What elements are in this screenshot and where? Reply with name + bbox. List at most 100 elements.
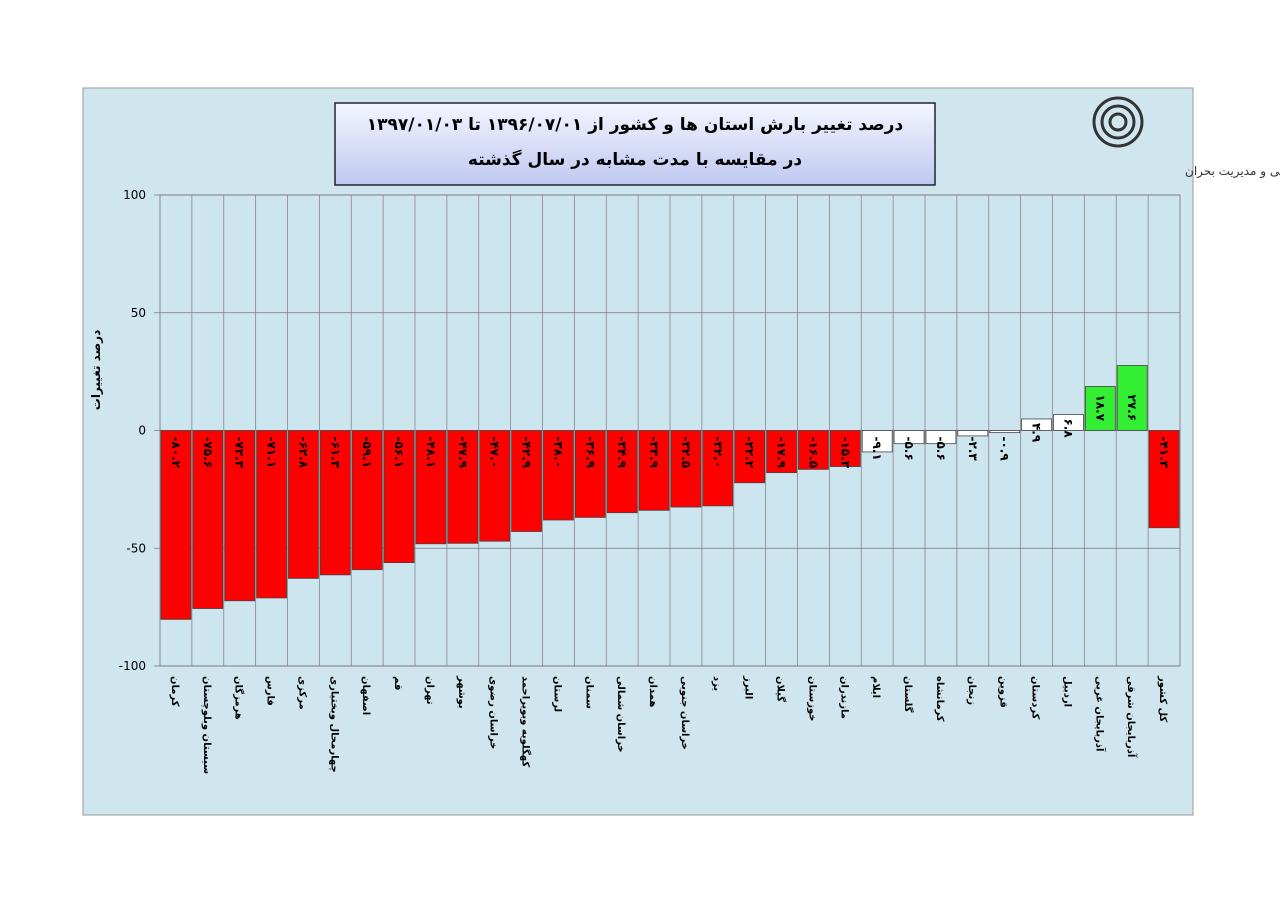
value-label: -۷۱.۱	[265, 437, 279, 469]
bar	[1053, 414, 1084, 431]
x-tick-label: مرکزی	[296, 676, 307, 710]
bar	[511, 430, 542, 532]
x-tick-label: اردبیل	[1061, 676, 1072, 707]
value-label: -۱۷.۹	[775, 437, 789, 469]
value-label: ۴.۹	[1030, 423, 1044, 443]
value-label: -۵۹.۱	[360, 437, 374, 469]
bar	[734, 430, 766, 484]
value-label: -۹.۱	[870, 437, 884, 461]
value-label: -۴۷.۰	[488, 437, 502, 469]
x-tick-label: گلستان	[902, 676, 915, 713]
logo	[1092, 96, 1144, 148]
value-label: -۲.۳	[966, 437, 980, 462]
x-tick-label: مازندران	[838, 676, 849, 719]
value-label: -۴۸.۱	[424, 437, 438, 469]
value-label: -۳۸.۰	[551, 437, 565, 469]
bar	[574, 430, 606, 518]
org-name: مرکز ملی خشکسالی و مدیریت بحران	[1185, 164, 1280, 179]
bar	[957, 430, 989, 437]
x-tick-label: کرمانشاه	[934, 676, 945, 722]
x-tick-label: فارس	[265, 676, 276, 706]
value-label: -۵.۶	[902, 437, 916, 461]
bar	[479, 430, 511, 542]
x-tick-label: خراسان جنوبی	[679, 676, 690, 750]
value-label: -۸۰.۲	[169, 437, 183, 469]
x-tick-label: زنجان	[966, 676, 977, 705]
x-tick-label: سیستان وبلوچستان	[201, 676, 212, 774]
bar	[288, 430, 319, 579]
x-tick-label: آذربایجان غربی	[1093, 676, 1106, 752]
value-label: -۶۱.۳	[328, 437, 342, 469]
title-box	[334, 102, 936, 186]
bar	[893, 430, 925, 445]
value-label: ۶.۸	[1061, 418, 1075, 438]
bar	[670, 430, 702, 508]
value-label: -۳۳.۹	[647, 437, 661, 469]
value-label: -۳۶.۹	[583, 437, 597, 469]
y-tick-label: -100	[119, 659, 146, 673]
bar	[766, 430, 797, 474]
bar	[829, 430, 861, 467]
bar	[319, 430, 351, 576]
x-tick-label: یزد	[711, 676, 722, 691]
x-tick-label: چهارمحال وبختیاری	[328, 676, 339, 773]
x-tick-label: ایلام	[870, 676, 881, 698]
y-tick-label: -50	[126, 541, 146, 555]
value-label: -۱۵.۳	[838, 437, 852, 469]
x-tick-label: خوزستان	[806, 676, 817, 721]
value-label: -۶۲.۸	[296, 437, 310, 469]
bar	[192, 430, 224, 609]
value-label: ۲۷.۶	[1125, 395, 1139, 422]
x-tick-label: قزوین	[998, 676, 1009, 708]
value-label: -۵۶.۱	[392, 437, 406, 469]
bar	[1116, 365, 1148, 431]
value-label: -۲۲.۲	[743, 437, 757, 469]
y-tick-label: 50	[131, 306, 146, 320]
bar	[606, 430, 638, 514]
bar	[798, 430, 829, 470]
bar	[447, 430, 479, 544]
x-tick-label: لرستان	[551, 676, 562, 712]
bar	[1084, 386, 1116, 431]
bar	[702, 430, 734, 507]
x-tick-label: کردستان	[1030, 676, 1041, 720]
bar	[351, 430, 383, 571]
y-axis-label: درصد تغییرات	[89, 330, 103, 410]
value-label: -۴۲.۹	[520, 437, 534, 469]
value-label: ۱۸.۷	[1093, 395, 1107, 422]
x-tick-label: کرمان	[169, 676, 180, 707]
value-label: -۱۶.۵	[806, 437, 820, 469]
value-label: -۳۲.۰	[711, 437, 725, 469]
chart-title: درصد تغییر بارش استان ها و کشور از ۱۳۹۶/…	[367, 115, 904, 135]
bar	[1148, 430, 1180, 529]
bar	[256, 430, 287, 599]
chart-subtitle: در مقایسه با مدت مشابه در سال گذشته	[468, 149, 802, 170]
bar	[224, 430, 256, 602]
value-label: -۴۱.۳	[1157, 437, 1171, 469]
bar	[1021, 418, 1052, 431]
x-tick-label: هرمزگان	[233, 676, 246, 720]
bar	[415, 430, 447, 545]
x-tick-label: آذربایجان شرقی	[1125, 676, 1138, 758]
value-label: -۵.۶	[934, 437, 948, 461]
value-label: -۳۲.۵	[679, 437, 693, 469]
x-tick-label: قم	[392, 676, 403, 690]
value-label: -۴۷.۹	[456, 437, 470, 469]
x-tick-label: همدان	[647, 676, 658, 707]
bar	[925, 430, 957, 445]
x-tick-label: سمنان	[583, 676, 594, 709]
x-tick-label: تهران	[424, 676, 435, 705]
x-tick-label: البرز	[743, 675, 754, 699]
x-tick-label: گیلان	[775, 676, 788, 702]
y-tick-label: 100	[123, 188, 146, 202]
x-tick-label: اصفهان	[360, 676, 371, 715]
x-tick-label: کل کشور	[1157, 675, 1168, 722]
x-tick-label: خراسان رضوی	[488, 676, 499, 749]
bar	[989, 430, 1021, 434]
bar	[543, 430, 574, 521]
y-tick-label: 0	[138, 424, 146, 438]
x-tick-label: خراسان شمالی	[615, 676, 626, 753]
bar	[160, 430, 192, 620]
bar	[638, 430, 670, 511]
